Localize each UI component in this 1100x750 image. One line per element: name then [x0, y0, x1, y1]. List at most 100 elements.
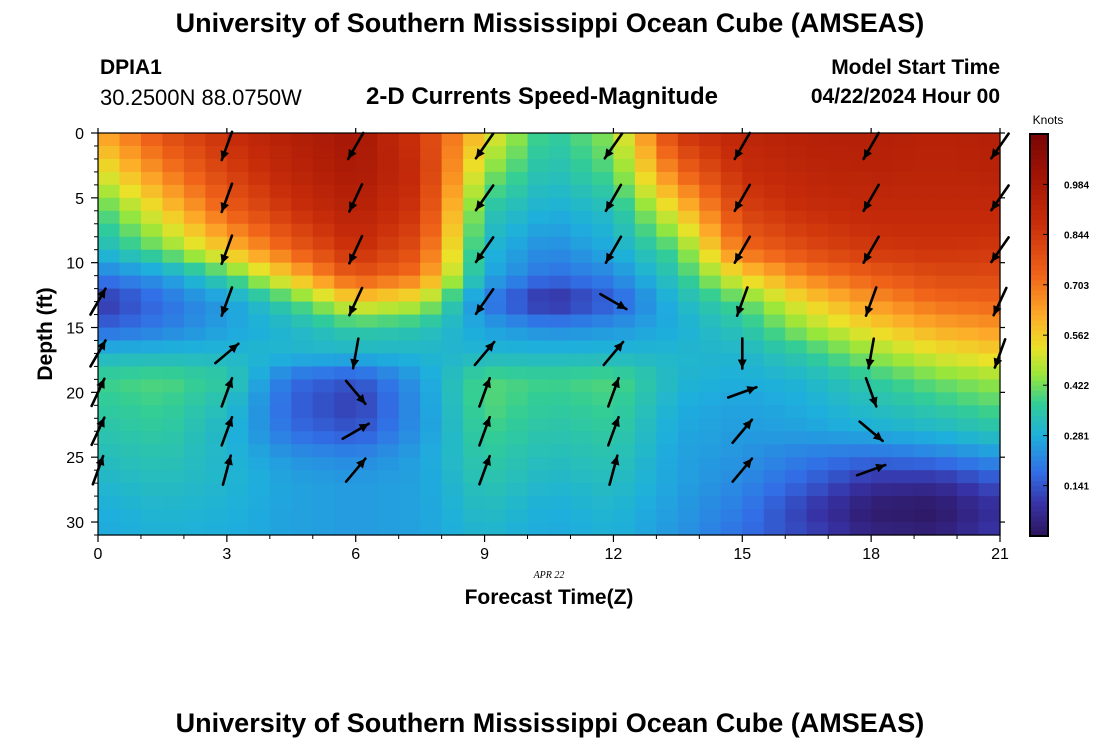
heatmap-cell	[463, 184, 486, 199]
heatmap-cell	[699, 133, 722, 147]
heatmap-cell	[978, 366, 1001, 380]
heatmap-cell	[742, 288, 765, 303]
heatmap-cell	[441, 145, 464, 160]
heatmap-cell	[914, 496, 937, 510]
heatmap-cell	[312, 314, 335, 329]
current-arrow	[864, 286, 878, 317]
heatmap-cell	[484, 171, 507, 186]
colorbar-swatch	[1030, 279, 1048, 286]
heatmap-cell	[248, 236, 271, 251]
colorbar-swatch	[1030, 184, 1048, 190]
heatmap-cell	[871, 210, 894, 225]
heatmap-cell	[849, 340, 872, 355]
heatmap-cell	[248, 133, 271, 147]
heatmap-cell	[205, 522, 228, 536]
heatmap-cell	[570, 184, 593, 199]
heatmap-cell	[892, 431, 915, 445]
heatmap-cell	[806, 340, 829, 355]
heatmap-cell	[656, 275, 679, 290]
heatmap-cell	[205, 133, 228, 147]
heatmap-cell	[334, 171, 357, 186]
heatmap-cell	[935, 457, 958, 471]
current-arrow	[608, 454, 620, 486]
heatmap-cell	[269, 301, 292, 316]
heatmap-cell	[871, 418, 894, 432]
heatmap-cell	[677, 509, 700, 523]
colorbar-tick-label: 0.141	[1064, 482, 1089, 493]
heatmap-cell	[377, 431, 400, 445]
heatmap-cell	[549, 262, 572, 277]
heatmap-cell	[978, 457, 1001, 471]
heatmap-cell	[806, 418, 829, 432]
heatmap-cell	[98, 275, 121, 290]
heatmap-cell	[763, 522, 786, 536]
heatmap-cell	[269, 353, 292, 368]
heatmap-cell	[248, 314, 271, 329]
heatmap-cell	[828, 145, 851, 160]
heatmap-cell	[162, 262, 185, 277]
heatmap-cell	[785, 418, 808, 432]
heatmap-cell	[591, 223, 615, 238]
heatmap-cell	[291, 158, 314, 173]
heatmap-cell	[785, 353, 808, 368]
heatmap-cell	[484, 314, 507, 329]
heatmap-cell	[914, 379, 937, 393]
heatmap-cell	[441, 158, 464, 173]
heatmap-cell	[140, 470, 164, 484]
heatmap-cell	[484, 275, 507, 290]
heatmap-cell	[656, 288, 679, 303]
heatmap-cell	[742, 314, 765, 329]
heatmap-cell	[312, 145, 335, 160]
heatmap-cell	[935, 223, 958, 238]
heatmap-cell	[312, 444, 335, 458]
heatmap-cell	[398, 457, 421, 471]
heatmap-cell	[935, 158, 958, 173]
y-tick-label: 10	[66, 256, 84, 273]
colorbar-swatch	[1030, 495, 1048, 502]
heatmap-cell	[420, 353, 443, 368]
heatmap-cell	[828, 353, 851, 368]
arrow-head	[356, 394, 366, 404]
heatmap-cell	[763, 133, 786, 147]
heatmap-cell	[935, 509, 958, 523]
heatmap-cell	[849, 158, 872, 173]
heatmap-cell	[656, 184, 679, 199]
heatmap-cell	[549, 353, 572, 368]
heatmap-cell	[140, 418, 164, 432]
heatmap-cell	[506, 158, 529, 173]
colorbar-swatch	[1030, 380, 1048, 386]
heatmap-cell	[785, 405, 808, 419]
colorbar-swatch	[1030, 269, 1048, 276]
heatmap-cell	[312, 366, 335, 380]
heatmap-cell	[591, 301, 615, 316]
heatmap-cell	[269, 431, 292, 445]
heatmap-cell	[699, 470, 722, 484]
heatmap-cell	[892, 301, 915, 316]
heatmap-cell	[785, 522, 808, 536]
heatmap-cell	[742, 340, 765, 355]
heatmap-cell	[398, 236, 421, 251]
heatmap-cell	[978, 444, 1001, 458]
heatmap-cell	[806, 522, 829, 536]
heatmap-cell	[613, 262, 636, 277]
heatmap-cell	[119, 431, 142, 445]
current-arrow	[341, 422, 371, 441]
heatmap-cell	[162, 509, 185, 523]
heatmap-cell	[549, 171, 572, 186]
heatmap-cell	[742, 171, 765, 186]
heatmap-cell	[183, 418, 206, 432]
heatmap-cell	[828, 275, 851, 290]
heatmap-cell	[957, 340, 980, 355]
heatmap-cell	[226, 353, 249, 368]
heatmap-cell	[935, 496, 958, 510]
heatmap-cell	[291, 223, 314, 238]
colorbar-swatch	[1030, 199, 1048, 205]
heatmap-cell	[892, 133, 915, 147]
arrow-head	[991, 200, 1001, 211]
heatmap-cell	[183, 509, 206, 523]
current-arrow	[220, 286, 234, 317]
heatmap-cell	[183, 470, 206, 484]
heatmap-cell	[806, 379, 829, 393]
heatmap-cell	[570, 223, 593, 238]
heatmap-cell	[828, 301, 851, 316]
